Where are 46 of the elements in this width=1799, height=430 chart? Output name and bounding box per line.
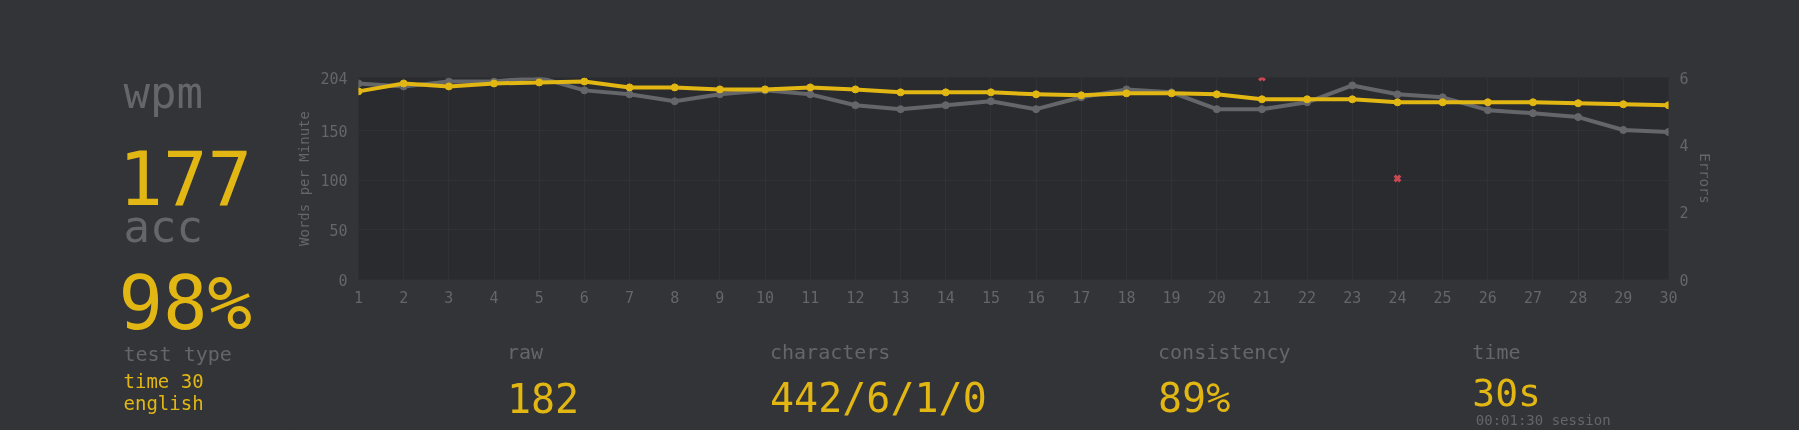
point [1393,90,1402,99]
point [625,90,634,99]
point [986,88,995,97]
point [1393,98,1402,107]
point [1483,106,1492,115]
point [941,101,950,110]
text: 30s [1472,370,1541,415]
point [896,88,905,97]
point [941,88,950,97]
point [1257,105,1266,114]
point [670,83,679,92]
point [1483,98,1492,107]
point [986,97,995,106]
text: 182 [506,375,580,422]
point [535,78,544,87]
point [580,77,589,86]
point [1257,95,1266,104]
point [1122,89,1131,98]
point [1032,90,1041,99]
point [715,85,724,94]
point [1619,125,1628,134]
point [670,97,679,106]
text: 89% [1158,374,1231,421]
point [806,90,815,99]
point [1032,105,1041,114]
point [1348,81,1357,90]
point [1438,98,1447,107]
text: english [123,391,204,414]
point [580,86,589,95]
point [1574,99,1583,108]
point [851,101,860,110]
point [444,82,453,91]
point [851,85,860,94]
text: time 30 [123,369,204,392]
point [806,83,815,92]
point [1528,109,1537,118]
text: 98% [118,259,253,346]
point [1212,105,1221,114]
point [1528,98,1537,107]
point [625,83,634,92]
point [1619,100,1628,109]
point [1212,90,1221,99]
text: 442/6/1/0 [769,374,987,421]
point [1574,113,1583,122]
point [1348,95,1357,104]
point [896,105,905,114]
